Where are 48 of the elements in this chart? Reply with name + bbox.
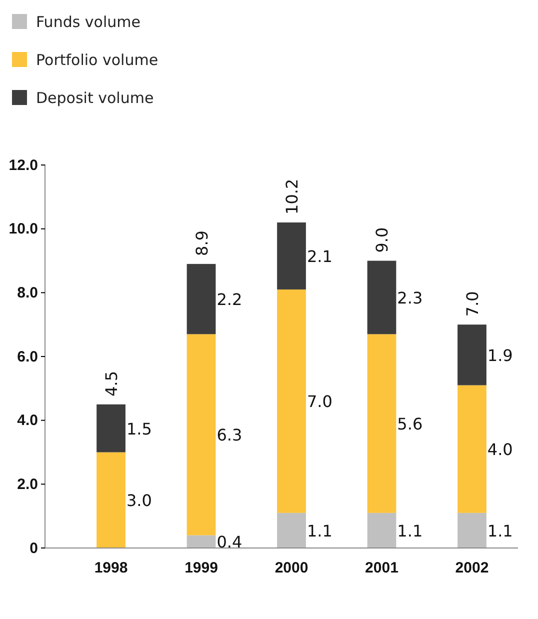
y-tick-label: 8.0: [17, 284, 38, 302]
x-tick-label: 1999: [184, 560, 218, 577]
data-label: 1.1: [487, 521, 513, 540]
x-tick-label: 1998: [94, 560, 128, 577]
data-label: 3.0: [126, 491, 152, 510]
bar: [367, 334, 396, 513]
total-label: 10.2: [282, 178, 302, 214]
legend-label: Deposit volume: [36, 89, 154, 107]
total-label: 4.5: [102, 370, 122, 396]
total-label: 7.0: [462, 291, 482, 317]
data-label: 1.9: [487, 346, 513, 365]
data-label: 5.6: [397, 414, 423, 434]
bar: [96, 404, 126, 452]
bar: [458, 512, 486, 548]
total-label: 8.9: [192, 230, 212, 256]
x-tick-label: 2000: [274, 560, 308, 577]
y-tick-label: 0: [30, 540, 38, 557]
data-label: 1.1: [397, 521, 423, 540]
bar: [277, 289, 306, 513]
data-label: 2.2: [216, 290, 242, 310]
y-tick-label: 6.0: [17, 348, 38, 366]
data-label: 0.4: [216, 532, 242, 552]
legend-label: Portfolio volume: [36, 51, 158, 69]
x-tick-label: 2001: [365, 560, 398, 577]
data-label: 6.3: [216, 426, 242, 445]
bar: [186, 264, 216, 334]
data-label: 4.0: [487, 440, 513, 460]
bar: [458, 385, 486, 513]
bar: [367, 512, 396, 548]
bar: [96, 452, 126, 548]
bar: [458, 324, 486, 386]
bar: [277, 512, 306, 548]
x-tick-label: 2002: [455, 560, 489, 577]
bar: [367, 260, 396, 334]
y-tick-label: 12.0: [8, 156, 38, 174]
bar: [186, 535, 216, 548]
legend-label: Funds volume: [36, 13, 140, 31]
y-tick-label: 2.0: [17, 476, 38, 493]
data-label: 2.1: [306, 246, 332, 266]
data-label: 1.1: [306, 521, 332, 540]
data-label: 7.0: [306, 392, 332, 412]
bar: [277, 222, 306, 290]
y-tick-label: 4.0: [17, 412, 38, 430]
bar: [186, 334, 216, 536]
data-label: 2.3: [397, 288, 423, 308]
total-label: 9.0: [372, 227, 392, 253]
data-label: 1.5: [126, 419, 152, 438]
y-tick-label: 10.0: [8, 220, 38, 238]
